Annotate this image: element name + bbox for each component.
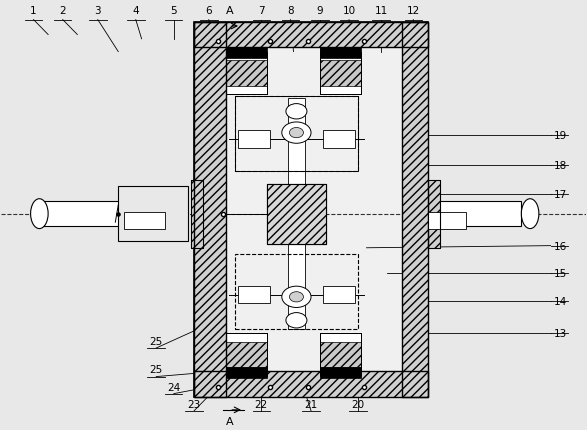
Bar (267, 184, 326, 244)
Bar (428, 213, 466, 229)
Text: 2: 2 (59, 6, 66, 16)
Bar (323, 131, 355, 148)
Text: 3: 3 (95, 6, 101, 16)
Ellipse shape (31, 199, 48, 229)
Text: 16: 16 (554, 241, 566, 251)
Bar (238, 286, 270, 304)
Text: 17: 17 (554, 190, 566, 200)
Text: A: A (225, 6, 233, 16)
Text: 22: 22 (255, 399, 268, 408)
Bar (227, 333, 267, 376)
Text: 6: 6 (205, 6, 212, 16)
Bar (227, 61, 267, 86)
Text: 21: 21 (305, 399, 318, 408)
Text: 1: 1 (30, 6, 37, 16)
Bar (402, 23, 428, 397)
Bar (238, 131, 270, 148)
Circle shape (289, 128, 303, 138)
Text: 25: 25 (150, 336, 163, 346)
Bar (194, 372, 428, 397)
Bar (320, 342, 360, 367)
Bar (434, 201, 521, 227)
Bar (320, 367, 360, 378)
Bar (267, 184, 326, 244)
Bar (118, 187, 188, 242)
Text: 23: 23 (188, 399, 201, 408)
Text: 20: 20 (351, 399, 365, 408)
Text: 5: 5 (170, 6, 177, 16)
Bar (194, 23, 428, 397)
Bar (227, 52, 267, 95)
Ellipse shape (521, 199, 539, 229)
Circle shape (286, 104, 307, 120)
Text: 25: 25 (150, 365, 163, 375)
Text: 15: 15 (554, 269, 566, 279)
Text: 19: 19 (554, 130, 566, 141)
Bar (428, 180, 440, 248)
Bar (227, 333, 267, 376)
Circle shape (282, 286, 311, 308)
Bar (194, 23, 227, 397)
Text: 24: 24 (167, 381, 180, 392)
Text: 18: 18 (554, 160, 566, 170)
Text: 4: 4 (133, 6, 139, 16)
Circle shape (282, 123, 311, 144)
Text: 13: 13 (554, 329, 566, 338)
Bar (227, 48, 267, 59)
Bar (191, 180, 203, 248)
Bar (320, 48, 360, 59)
Bar (194, 23, 428, 48)
Bar (124, 212, 165, 229)
Text: 11: 11 (375, 6, 388, 16)
Bar (227, 52, 267, 95)
Bar (191, 180, 203, 248)
Circle shape (286, 313, 307, 328)
Bar (320, 333, 360, 376)
Bar (227, 367, 267, 378)
Bar (320, 61, 360, 86)
Text: 9: 9 (316, 6, 323, 16)
Bar (428, 180, 440, 248)
Bar (323, 286, 355, 304)
Bar (194, 23, 428, 48)
Bar (267, 184, 326, 244)
Bar (36, 201, 141, 227)
Text: 10: 10 (342, 6, 356, 16)
Bar (288, 99, 305, 329)
Bar (320, 52, 360, 95)
Text: 12: 12 (407, 6, 420, 16)
Bar (235, 97, 357, 172)
Bar (194, 23, 227, 397)
Text: 8: 8 (287, 6, 294, 16)
Bar (320, 333, 360, 376)
Text: 14: 14 (554, 296, 566, 306)
Text: A: A (225, 416, 233, 426)
Bar (235, 97, 357, 172)
Bar (194, 372, 428, 397)
Bar (320, 52, 360, 95)
Bar (402, 23, 428, 397)
Circle shape (289, 292, 303, 302)
Bar (235, 255, 357, 329)
Text: 7: 7 (258, 6, 265, 16)
Bar (227, 342, 267, 367)
